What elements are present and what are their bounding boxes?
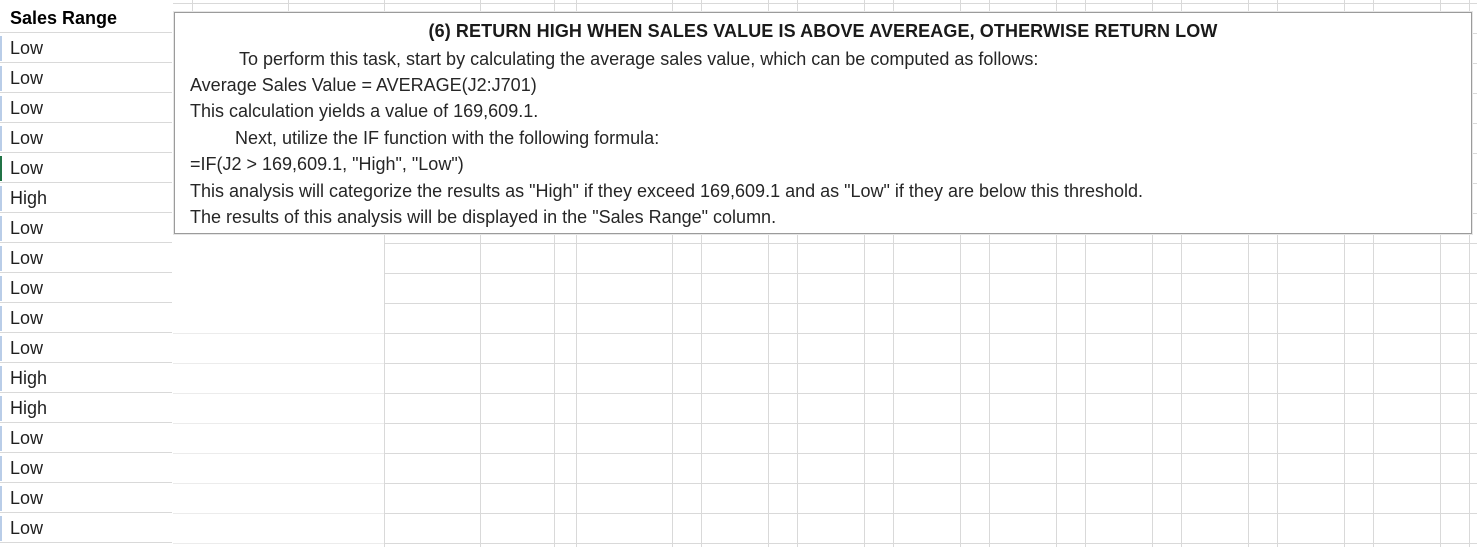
row-marker: [0, 66, 2, 91]
row-marker: [0, 36, 2, 61]
column-gridline: [384, 0, 385, 547]
cell-value: Low: [10, 98, 44, 118]
cell-value: Low: [10, 38, 44, 58]
row-marker: [0, 276, 2, 301]
row-marker: [0, 516, 2, 541]
column-gridline: [1469, 0, 1470, 547]
sales-range-cell[interactable]: Low: [0, 424, 172, 453]
cell-value: Low: [10, 458, 44, 478]
sales-range-cell[interactable]: Low: [0, 124, 172, 153]
text-box-line-next: Next, utilize the IF function with the f…: [235, 128, 660, 148]
column-gridline: [1085, 0, 1086, 547]
text-box-line-categorize: This analysis will categorize the result…: [190, 181, 1144, 201]
cell-value: Low: [10, 158, 44, 178]
row-marker: [0, 426, 2, 451]
cell-value: High: [10, 368, 48, 388]
sales-range-cell[interactable]: Low: [0, 214, 172, 243]
row-gridline: [173, 333, 384, 334]
column-gridline: [1277, 0, 1278, 547]
row-marker: [0, 486, 2, 511]
row-gridline: [173, 393, 384, 394]
sales-range-cell[interactable]: Low: [0, 274, 172, 303]
sales-range-cell[interactable]: High: [0, 394, 172, 423]
row-gridline: [173, 543, 384, 544]
sales-range-cell[interactable]: High: [0, 364, 172, 393]
sales-range-cell[interactable]: Low: [0, 244, 172, 273]
row-gridline: [173, 423, 384, 424]
text-box-line-formula-if: =IF(J2 > 169,609.1, "High", "Low"): [190, 154, 464, 174]
sales-range-cell[interactable]: Low: [0, 304, 172, 333]
row-marker: [0, 96, 2, 121]
row-gridline: [173, 363, 384, 364]
sales-range-cell[interactable]: Low: [0, 94, 172, 123]
instructions-text-box[interactable]: (6) RETURN HIGH WHEN SALES VALUE IS ABOV…: [174, 12, 1472, 234]
row-gridline: [173, 453, 384, 454]
sales-range-cell[interactable]: Low: [0, 154, 172, 183]
row-marker: [0, 186, 2, 211]
column-gridline: [893, 0, 894, 547]
row-marker: [0, 396, 2, 421]
column-gridline: [554, 0, 555, 547]
column-gridline: [1373, 0, 1374, 547]
cell-value: Low: [10, 248, 44, 268]
row-gridline: [173, 483, 384, 484]
cell-value: High: [10, 188, 48, 208]
row-marker: [0, 336, 2, 361]
cell-value: Low: [10, 278, 44, 298]
cell-value: High: [10, 398, 48, 418]
cell-value: Low: [10, 128, 44, 148]
text-box-line-formula-average: Average Sales Value = AVERAGE(J2:J701): [190, 75, 537, 95]
sales-range-cell[interactable]: High: [0, 184, 172, 213]
cell-value: Low: [10, 488, 44, 508]
row-marker: [0, 306, 2, 331]
text-box-line-result: This calculation yields a value of 169,6…: [190, 101, 539, 121]
cell-value: Low: [10, 428, 44, 448]
sales-range-header-cell[interactable]: Sales Range: [0, 4, 172, 33]
row-marker: [0, 216, 2, 241]
active-cell-marker: [0, 156, 2, 181]
cell-value: Low: [10, 308, 44, 328]
text-box-line-intro: To perform this task, start by calculati…: [239, 49, 1039, 69]
column-gridline: [797, 0, 798, 547]
sales-range-cell[interactable]: Low: [0, 64, 172, 93]
sales-range-cell[interactable]: Low: [0, 334, 172, 363]
cell-value: Low: [10, 218, 44, 238]
sales-range-cell[interactable]: Low: [0, 454, 172, 483]
sales-range-column: Sales Range Low Low Low Low Low High Low…: [0, 0, 173, 547]
row-gridline: [173, 513, 384, 514]
row-marker: [0, 456, 2, 481]
sales-range-cell[interactable]: Low: [0, 514, 172, 543]
sales-range-cell[interactable]: Low: [0, 34, 172, 63]
cell-value: Low: [10, 338, 44, 358]
row-marker: [0, 126, 2, 151]
sales-range-cell[interactable]: Low: [0, 484, 172, 513]
blank-cell-area[interactable]: [173, 235, 384, 547]
column-gridline: [1181, 0, 1182, 547]
text-box-line-display: The results of this analysis will be dis…: [190, 207, 777, 227]
column-gridline: [701, 0, 702, 547]
cell-value: Low: [10, 518, 44, 538]
row-marker: [0, 366, 2, 391]
row-marker: [0, 246, 2, 271]
text-box-title: (6) RETURN HIGH WHEN SALES VALUE IS ABOV…: [428, 21, 1218, 41]
column-gridline: [989, 0, 990, 547]
sales-range-header-label: Sales Range: [10, 8, 118, 28]
cell-value: Low: [10, 68, 44, 88]
